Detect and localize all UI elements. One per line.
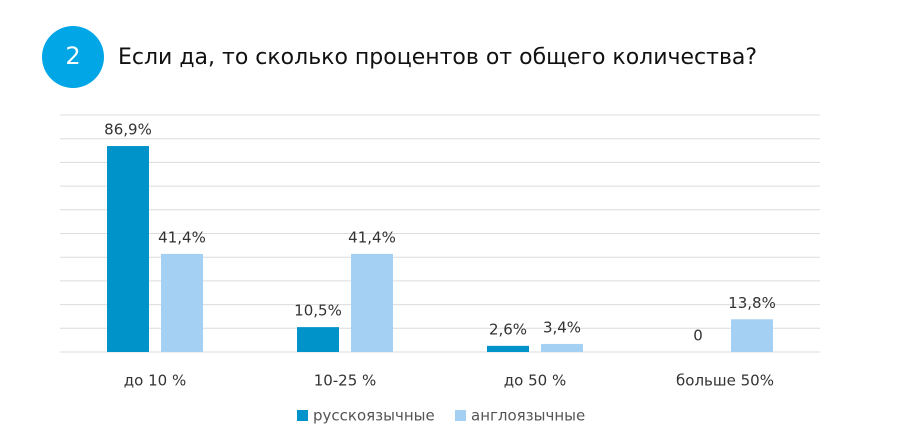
value-label: 0 [693,327,703,345]
legend-label: англоязычные [471,407,585,425]
legend-label: русскоязычные [313,407,435,425]
x-tick-label: до 10 % [124,372,186,390]
value-label: 86,9% [104,121,152,139]
bar [487,345,529,352]
legend-swatch [297,410,308,421]
bar [107,146,149,352]
bar [161,253,203,352]
legend-swatch [455,410,466,421]
value-label: 41,4% [158,228,206,246]
bar [541,343,583,352]
value-label: 10,5% [294,302,342,320]
x-tick-label: до 50 % [504,372,566,390]
badge-number: 2 [65,42,80,70]
value-label: 13,8% [728,294,776,312]
bar [731,319,773,352]
bar [297,327,339,352]
badge [42,26,104,88]
value-label: 2,6% [489,320,527,338]
x-tick-label: 10-25 % [314,372,377,390]
chart-title: Если да, то сколько процентов от общего … [118,45,757,70]
bar [351,253,393,352]
value-label: 41,4% [348,228,396,246]
value-label: 3,4% [543,318,581,336]
x-tick-label: больше 50% [676,372,774,390]
